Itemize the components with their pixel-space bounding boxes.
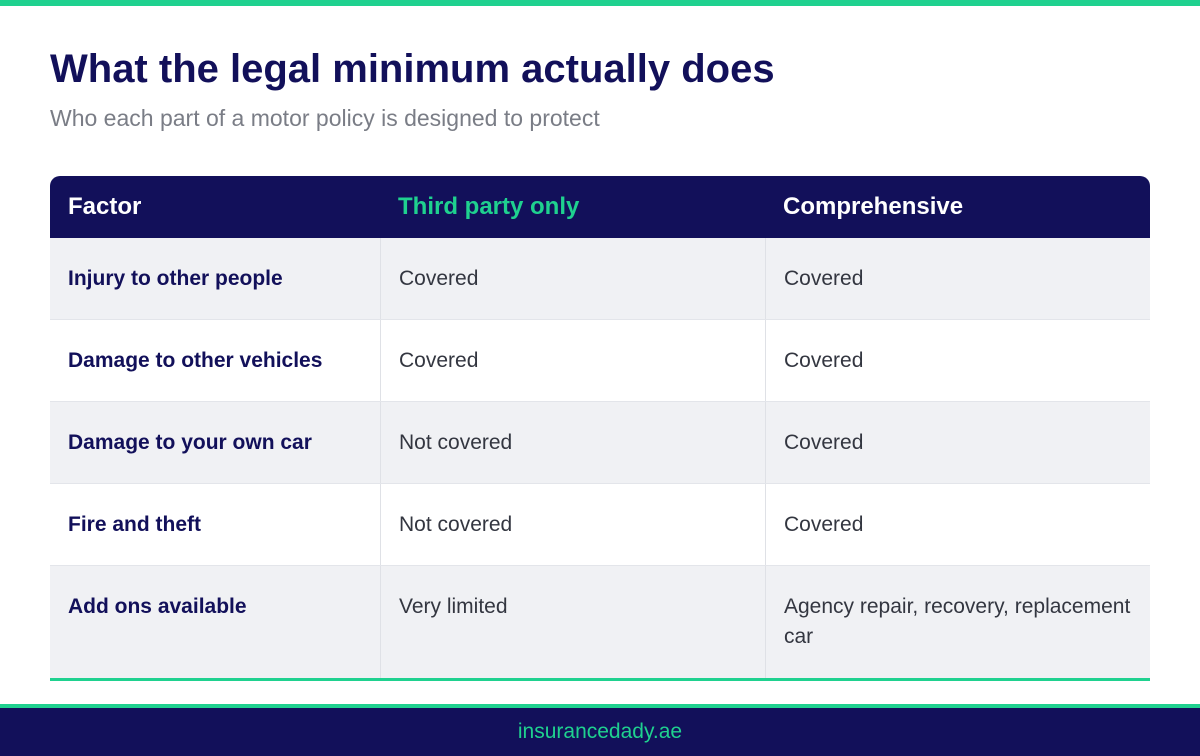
third-party-cell: Not covered xyxy=(380,402,765,483)
comprehensive-cell: Agency repair, recovery, replacement car xyxy=(765,566,1150,678)
factor-cell: Damage to other vehicles xyxy=(68,349,323,372)
factor-cell: Fire and theft xyxy=(68,513,202,536)
table-header: Factor Third party only Comprehensive xyxy=(50,176,1150,238)
third-party-cell: Covered xyxy=(380,320,765,401)
table-row: Injury to other people Covered Covered xyxy=(50,238,1150,320)
footer-bar: insurancedady.ae xyxy=(0,704,1200,756)
third-party-cell: Very limited xyxy=(380,566,765,678)
third-party-cell: Not covered xyxy=(380,484,765,565)
top-accent-bar xyxy=(0,0,1200,6)
footer-site-link[interactable]: insurancedady.ae xyxy=(517,720,683,743)
table-row: Add ons available Very limited Agency re… xyxy=(50,566,1150,681)
comprehensive-cell: Covered xyxy=(765,238,1150,319)
page-title: What the legal minimum actually does xyxy=(50,47,775,91)
header-factor: Factor xyxy=(68,193,142,220)
table-row: Fire and theft Not covered Covered xyxy=(50,484,1150,566)
table-row: Damage to other vehicles Covered Covered xyxy=(50,320,1150,402)
page-subtitle: Who each part of a motor policy is desig… xyxy=(50,105,600,131)
coverage-comparison-table: Factor Third party only Comprehensive In… xyxy=(50,176,1150,681)
factor-cell: Damage to your own car xyxy=(68,431,312,454)
factor-cell: Add ons available xyxy=(68,595,247,618)
comprehensive-cell: Covered xyxy=(765,402,1150,483)
table-row: Damage to your own car Not covered Cover… xyxy=(50,402,1150,484)
header-third-party-only: Third party only xyxy=(398,193,580,220)
factor-cell: Injury to other people xyxy=(68,267,283,290)
comprehensive-cell: Covered xyxy=(765,320,1150,401)
comprehensive-cell: Covered xyxy=(765,484,1150,565)
third-party-cell: Covered xyxy=(380,238,765,319)
header-comprehensive: Comprehensive xyxy=(783,193,964,220)
